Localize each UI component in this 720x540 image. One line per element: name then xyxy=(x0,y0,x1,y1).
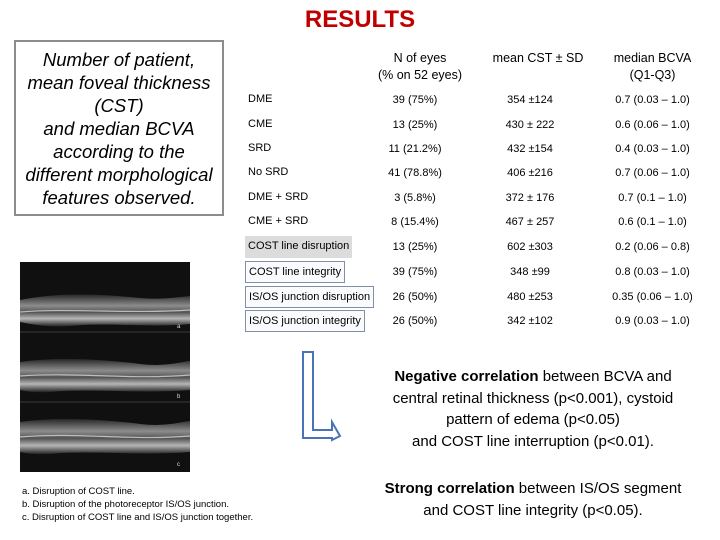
cell-n-eyes: 39 (75%) xyxy=(392,266,438,278)
cell-n-eyes: 13 (25%) xyxy=(392,241,438,253)
header-n-eyes-line1: N of eyes xyxy=(393,51,447,65)
bracket-connector xyxy=(302,351,342,442)
row-label: DME + SRD xyxy=(248,191,309,203)
cell-bcva: 0.7 (0.1 – 1.0) xyxy=(618,192,687,204)
row-label: DME xyxy=(248,93,273,105)
header-bcva: median BCVA (Q1-Q3) xyxy=(590,50,715,84)
caption-a: a. Disruption of COST line. xyxy=(22,486,135,497)
cell-cst: 354 ±124 xyxy=(507,94,553,106)
intro-line: according to the xyxy=(53,140,185,162)
intro-line: mean foveal thickness xyxy=(27,71,211,93)
table-row: CME 13 (25%) 430 ± 222 0.6 (0.06 – 1.0) xyxy=(245,114,715,136)
header-n-eyes-line2: (% on 52 eyes) xyxy=(377,68,463,82)
cell-cst: 602 ±303 xyxy=(507,241,553,253)
negative-line1: between BCVA and xyxy=(538,368,672,385)
row-label: IS/OS junction integrity xyxy=(245,310,365,332)
panel-label-b: b xyxy=(177,394,181,400)
table-row: DME 39 (75%) 354 ±124 0.7 (0.03 – 1.0) xyxy=(245,89,715,111)
cell-bcva: 0.4 (0.03 – 1.0) xyxy=(615,143,690,155)
cell-n-eyes: 41 (78.8%) xyxy=(388,167,442,179)
cell-bcva: 0.35 (0.06 – 1.0) xyxy=(612,291,693,303)
cell-cst: 348 ±99 xyxy=(510,266,550,278)
negative-line2: central retinal thickness (p<0.001), cys… xyxy=(392,389,674,407)
cell-bcva: 0.7 (0.03 – 1.0) xyxy=(615,94,690,106)
header-bcva-line1: median BCVA xyxy=(613,51,692,65)
cell-cst: 467 ± 257 xyxy=(505,216,555,228)
figure-captions: a. Disruption of COST line. b. Disruptio… xyxy=(22,485,302,524)
intro-line: (CST) xyxy=(94,94,144,116)
strong-line2: and COST line integrity (p<0.05). xyxy=(423,501,643,519)
intro-line: Number of patient, xyxy=(42,48,196,70)
intro-box: Number of patient, mean foveal thickness… xyxy=(14,40,224,216)
panel-label-a: a xyxy=(177,324,181,330)
strong-bold: Strong correlation xyxy=(384,480,515,497)
oct-scan-image: a b c xyxy=(20,262,190,472)
row-label: COST line integrity xyxy=(245,261,346,283)
intro-line: features observed. xyxy=(42,186,196,208)
cell-n-eyes: 39 (75%) xyxy=(392,94,438,106)
cell-bcva: 0.9 (0.03 – 1.0) xyxy=(615,315,690,327)
cell-n-eyes: 26 (50%) xyxy=(392,315,438,327)
caption-b: b. Disruption of the photoreceptor IS/OS… xyxy=(22,499,230,510)
negative-line4: and COST line interruption (p<0.01). xyxy=(412,432,654,450)
negative-correlation-text: Negative correlation between BCVA and ce… xyxy=(350,366,716,452)
cell-bcva: 0.6 (0.06 – 1.0) xyxy=(615,119,690,131)
cell-bcva: 0.7 (0.06 – 1.0) xyxy=(615,167,690,179)
negative-line3: pattern of edema (p<0.05) xyxy=(446,411,620,428)
cell-cst: 342 ±102 xyxy=(507,315,553,327)
strong-correlation-text: Strong correlation between IS/OS segment… xyxy=(350,478,716,521)
cell-n-eyes: 11 (21.2%) xyxy=(388,143,442,155)
cell-n-eyes: 13 (25%) xyxy=(392,119,438,131)
cell-cst: 406 ±216 xyxy=(507,167,553,179)
header-n-eyes: N of eyes (% on 52 eyes) xyxy=(360,50,480,84)
row-label: No SRD xyxy=(248,166,289,178)
cell-cst: 430 ± 222 xyxy=(505,119,555,131)
header-bcva-line2: (Q1-Q3) xyxy=(629,68,676,82)
table-row: SRD 11 (21.2%) 432 ±154 0.4 (0.03 – 1.0) xyxy=(245,138,715,160)
page-title: RESULTS xyxy=(304,6,416,33)
intro-line: and median BCVA xyxy=(43,117,195,139)
table-row: No SRD 41 (78.8%) 406 ±216 0.7 (0.06 – 1… xyxy=(245,162,715,184)
table-row: COST line integrity 39 (75%) 348 ±99 0.8… xyxy=(245,261,715,283)
table-row: CME + SRD 8 (15.4%) 467 ± 257 0.6 (0.1 –… xyxy=(245,211,715,233)
row-label: COST line disruption xyxy=(245,236,353,258)
table-row: IS/OS junction integrity 26 (50%) 342 ±1… xyxy=(245,310,715,332)
header-cst: mean CST ± SD xyxy=(478,50,598,67)
intro-line: different morphological xyxy=(25,163,213,185)
cell-n-eyes: 8 (15.4%) xyxy=(391,216,439,228)
row-label: CME xyxy=(248,118,273,130)
panel-label-c: c xyxy=(177,462,180,468)
cell-bcva: 0.8 (0.03 – 1.0) xyxy=(615,266,690,278)
cell-n-eyes: 3 (5.8%) xyxy=(394,192,436,204)
header-cst-text: mean CST ± SD xyxy=(492,51,584,65)
cell-cst: 480 ±253 xyxy=(507,291,553,303)
row-label: SRD xyxy=(248,142,272,154)
table-row: COST line disruption 13 (25%) 602 ±303 0… xyxy=(245,236,715,258)
negative-bold: Negative correlation xyxy=(394,368,539,385)
strong-line1: between IS/OS segment xyxy=(514,480,682,497)
cell-cst: 372 ± 176 xyxy=(505,192,555,204)
cell-bcva: 0.2 (0.06 – 0.8) xyxy=(615,241,690,253)
cell-n-eyes: 26 (50%) xyxy=(392,291,438,303)
row-label: CME + SRD xyxy=(248,215,309,227)
table-row: IS/OS junction disruption 26 (50%) 480 ±… xyxy=(245,286,715,308)
row-label: IS/OS junction disruption xyxy=(245,286,375,308)
cell-cst: 432 ±154 xyxy=(507,143,553,155)
cell-bcva: 0.6 (0.1 – 1.0) xyxy=(618,216,687,228)
caption-c: c. Disruption of COST line and IS/OS jun… xyxy=(22,512,254,523)
table-row: DME + SRD 3 (5.8%) 372 ± 176 0.7 (0.1 – … xyxy=(245,187,715,209)
